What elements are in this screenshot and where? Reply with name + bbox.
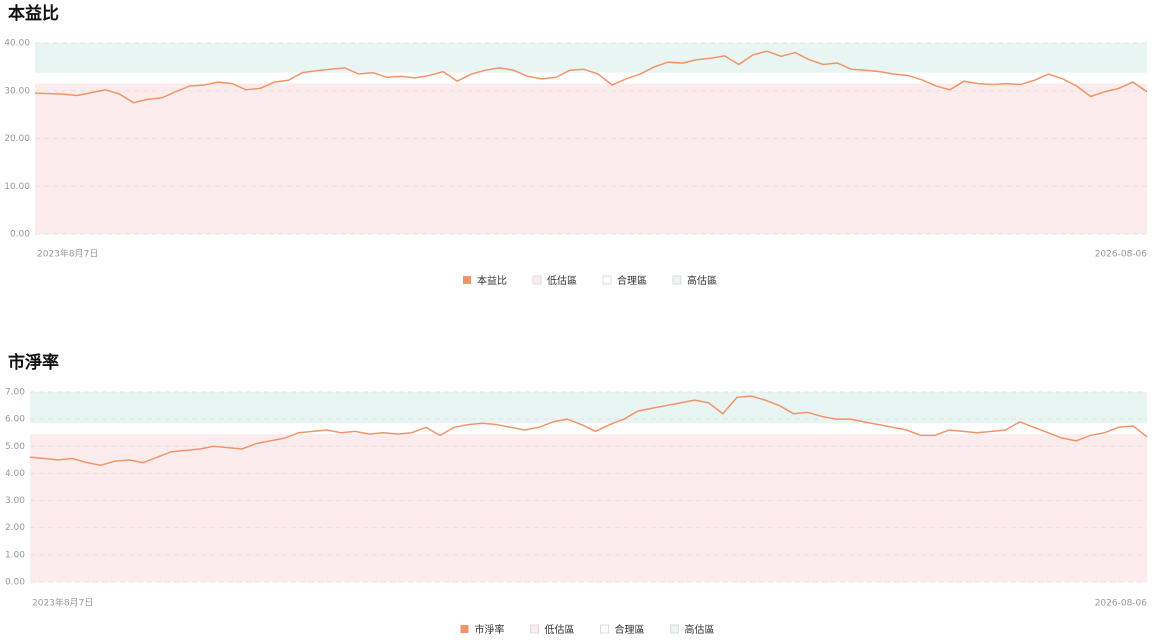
- y-tick-label: 20.00: [4, 134, 30, 144]
- legend-swatch: [463, 276, 471, 284]
- y-tick-label: 1.00: [5, 550, 25, 560]
- legend-swatch: [672, 275, 682, 285]
- legend-label: 低估區: [545, 623, 575, 636]
- legend-swatch: [460, 625, 469, 633]
- y-tick-label: 30.00: [4, 86, 30, 96]
- legend-swatch: [530, 624, 539, 634]
- series-line: [34, 50, 1148, 104]
- y-tick-label: 3.00: [5, 496, 25, 506]
- x-tick-label: 2026-08-06: [1095, 599, 1148, 609]
- x-tick-label: 2023年8月7日: [32, 597, 93, 609]
- y-tick-label: 2.00: [5, 523, 25, 533]
- chart-title: 市淨率: [8, 352, 59, 373]
- legend-label: 高估區: [685, 623, 715, 636]
- legend-label: 合理區: [617, 274, 647, 287]
- y-tick-label: 0.00: [10, 230, 30, 240]
- y-tick-label: 5.00: [5, 442, 25, 452]
- zone: [35, 83, 1147, 235]
- series-line: [29, 395, 1148, 467]
- legend-label: 高估區: [687, 274, 717, 287]
- x-tick-label: 2023年8月7日: [37, 248, 98, 260]
- zone: [35, 72, 1147, 84]
- y-tick-label: 4.00: [5, 469, 25, 479]
- zone: [35, 43, 1147, 73]
- chart-title: 本益比: [8, 3, 59, 24]
- zone: [30, 434, 1147, 582]
- legend-swatch: [670, 624, 679, 634]
- zone: [30, 392, 1147, 424]
- y-tick-label: 10.00: [4, 182, 30, 192]
- legend-swatch: [600, 624, 609, 634]
- legend-label: 低估區: [547, 274, 577, 287]
- legend-label: 市淨率: [475, 623, 505, 636]
- y-tick-label: 0.00: [5, 578, 25, 588]
- y-tick-label: 40.00: [4, 39, 30, 49]
- legend-label: 合理區: [615, 623, 645, 636]
- x-tick-label: 2026-08-06: [1095, 250, 1148, 260]
- y-tick-label: 6.00: [5, 415, 25, 425]
- legend-label: 本益比: [477, 274, 507, 287]
- legend-swatch: [532, 275, 542, 285]
- legend-swatch: [602, 275, 612, 285]
- y-tick-label: 7.00: [5, 388, 25, 398]
